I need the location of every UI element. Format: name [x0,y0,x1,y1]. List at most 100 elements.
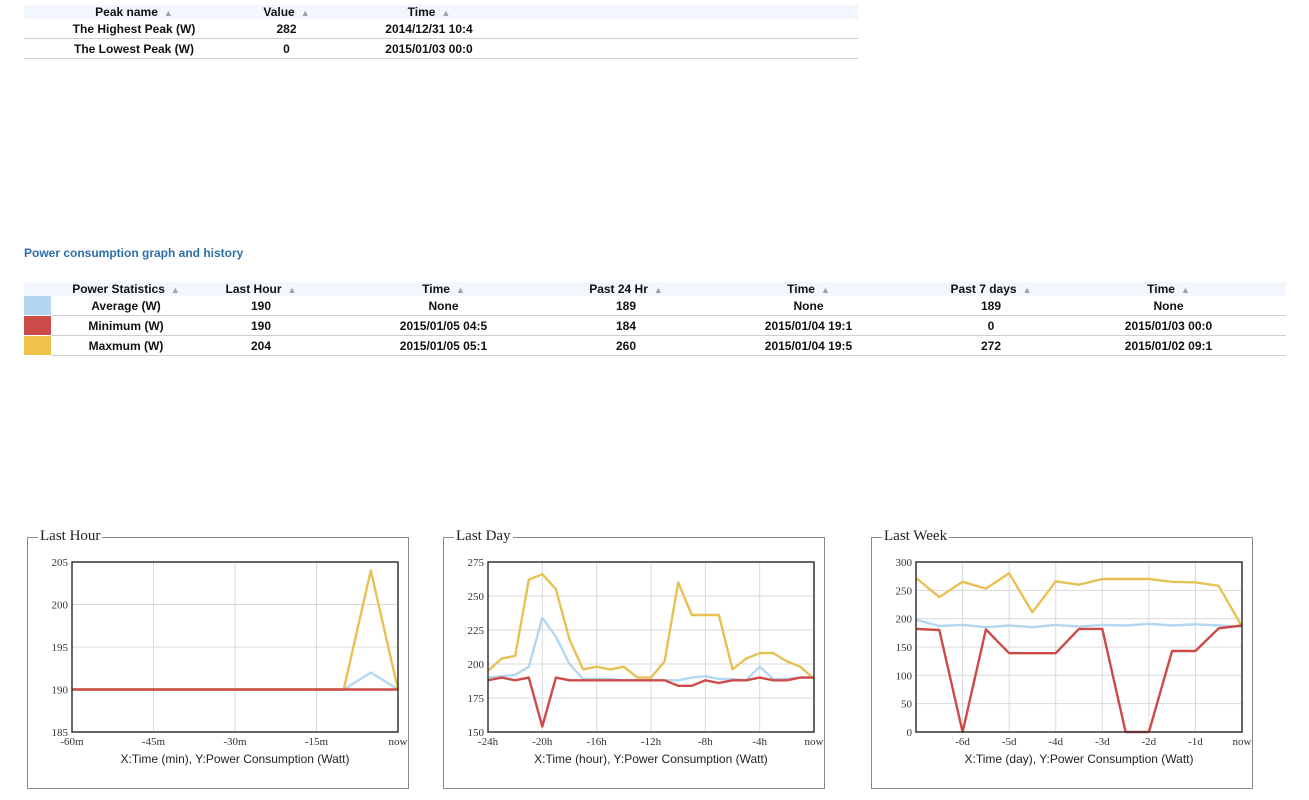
column-header-peak-name[interactable]: Peak name ▲︎ [24,5,244,19]
sort-icon[interactable]: ▲︎ [455,285,465,295]
x-tick-label: -24h [478,736,499,748]
chart-panel-last-hour: Last Hour 185 190 195 200 205 -60m -45m -30m -15… [27,528,409,789]
x-tick-label: -8h [698,736,713,748]
chart-last-week: 0 50 100 150 200 250 300 -6d -5d -4d -3d -2d -1d now X… [896,557,1252,766]
stat-cell: 272 [931,335,1051,356]
x-axis-label: X:Time (hour), Y:Power Consumption (Watt… [534,752,768,766]
column-header-spacer [529,5,858,19]
table-row: Maxmum (W) 204 2015/01/05 05:1 260 2015/… [24,335,1286,356]
chart-title: Last Week [882,528,950,545]
chart-panel-last-day: Last Day 150 175 200 225 250 275 -24h -20h -16h -… [443,528,825,789]
y-tick-label: 175 [468,693,485,705]
y-tick-label: 190 [52,685,69,697]
stat-name-cell: Average (W) [51,296,201,316]
stat-cell: 2015/01/05 05:1 [321,335,566,356]
x-tick-label: -4d [1048,736,1063,748]
stat-cell: 190 [201,315,321,336]
plot-border [915,561,1243,733]
x-tick-label: now [389,736,408,748]
section-title: Power consumption graph and history [24,246,244,260]
x-tick-label: -5d [1002,736,1017,748]
y-tick-label: 100 [896,670,913,682]
peak-time-cell: 2015/01/03 00:0 [329,38,529,59]
sort-icon[interactable]: ▲︎ [287,285,297,295]
x-tick-label: -3d [1095,736,1110,748]
chart-title: Last Hour [38,528,103,545]
x-tick-label: -4h [752,736,767,748]
y-tick-label: 185 [52,727,69,739]
stats-table: Power Statistics ▲︎ Last Hour ▲︎ Time ▲︎ Pa… [24,282,1286,356]
plot-border [71,561,399,733]
x-tick-label: -30m [223,736,247,748]
x-tick-label: -45m [142,736,166,748]
plot-border [487,561,815,733]
y-tick-label: 50 [901,699,913,711]
table-row: Minimum (W) 190 2015/01/05 04:5 184 2015… [24,315,1286,336]
peak-value-cell: 0 [244,38,329,59]
stat-cell: 260 [566,335,686,356]
peak-time-cell: 2014/12/31 10:4 [329,19,529,39]
y-tick-label: 150 [468,727,485,739]
sort-icon[interactable]: ▲︎ [300,8,310,18]
y-tick-label: 195 [52,642,69,654]
column-header-time[interactable]: Time ▲︎ [329,5,529,19]
x-axis-label: X:Time (day), Y:Power Consumption (Watt) [965,752,1194,766]
color-swatch [24,315,51,336]
peak-name-cell: The Highest Peak (W) [24,19,244,39]
sort-icon[interactable]: ▲︎ [1180,285,1190,295]
series-line [915,572,1244,628]
stat-cell: 190 [201,296,321,316]
sort-icon[interactable]: ▲︎ [820,285,830,295]
spacer-cell [529,38,858,59]
column-header-power-statistics[interactable]: Power Statistics ▲︎ [51,282,201,296]
stat-cell: 0 [931,315,1051,336]
stat-cell: None [686,296,931,316]
stat-cell: 189 [931,296,1051,316]
peak-table: Peak name ▲︎ Value ▲︎ Time ▲︎ The Highest P… [24,5,858,59]
y-tick-label: 250 [468,591,485,603]
x-tick-label: -60m [60,736,84,748]
column-header-last-hour[interactable]: Last Hour ▲︎ [201,282,321,296]
y-tick-label: 150 [896,642,913,654]
x-tick-label: -12h [641,736,662,748]
column-header-time[interactable]: Time ▲︎ [321,282,566,296]
table-row: Average (W) 190 None 189 None 189 None [24,296,1286,316]
x-tick-label: -15m [305,736,329,748]
column-header-value[interactable]: Value ▲︎ [244,5,329,19]
stat-cell: None [321,296,566,316]
x-tick-label: now [1233,736,1252,748]
stat-cell: 184 [566,315,686,336]
x-tick-label: -20h [532,736,553,748]
stats-table-header-row: Power Statistics ▲︎ Last Hour ▲︎ Time ▲︎ Pa… [24,282,1286,296]
y-tick-label: 0 [907,727,913,739]
table-row: The Highest Peak (W) 282 2014/12/31 10:4 [24,19,858,39]
y-tick-label: 225 [468,625,485,637]
x-tick-label: now [805,736,824,748]
stat-name-cell: Maxmum (W) [51,335,201,356]
column-header-past-24-hr[interactable]: Past 24 Hr ▲︎ [566,282,686,296]
table-row: The Lowest Peak (W) 0 2015/01/03 00:0 [24,38,858,59]
series-line [487,573,815,680]
stat-cell: 2015/01/04 19:5 [686,335,931,356]
stat-cell: 204 [201,335,321,356]
sort-icon[interactable]: ▲︎ [441,8,451,18]
sort-icon[interactable]: ▲︎ [1022,285,1032,295]
y-tick-label: 200 [468,659,485,671]
column-header-time[interactable]: Time ▲︎ [686,282,931,296]
stat-cell: 2015/01/04 19:1 [686,315,931,336]
sort-icon[interactable]: ▲︎ [163,8,173,18]
sort-icon[interactable]: ▲︎ [653,285,663,295]
color-swatch [24,335,51,356]
column-header-past-7-days[interactable]: Past 7 days ▲︎ [931,282,1051,296]
y-tick-label: 275 [468,557,485,569]
swatch-column-header [24,282,51,296]
stat-cell: 2015/01/03 00:0 [1051,315,1286,336]
peak-table-header-row: Peak name ▲︎ Value ▲︎ Time ▲︎ [24,5,858,19]
series-line [487,676,814,728]
x-axis-label: X:Time (min), Y:Power Consumption (Watt) [121,752,350,766]
stat-cell: 2015/01/02 09:1 [1051,335,1286,356]
column-header-time[interactable]: Time ▲︎ [1051,282,1286,296]
spacer-cell [529,19,858,39]
chart-last-hour: 185 190 195 200 205 -60m -45m -30m -15m now X:Time… [52,557,408,766]
sort-icon[interactable]: ▲︎ [170,285,180,295]
